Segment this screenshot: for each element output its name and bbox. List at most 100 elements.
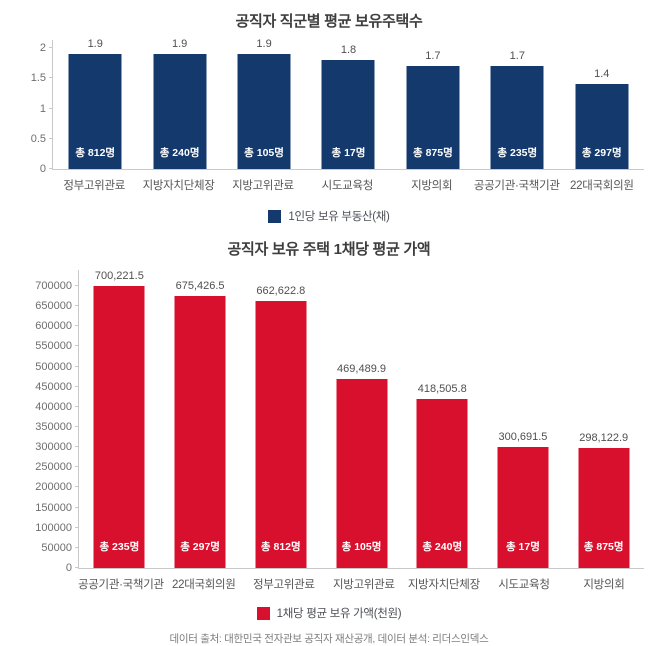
bar-value-label: 1.9 xyxy=(171,38,188,51)
x-axis-category-label: 지방의회 xyxy=(583,579,625,591)
y-tick-mark xyxy=(75,305,79,307)
bar-slot: 418,505.8 총 240명 xyxy=(402,270,483,568)
bar-count-label: 총 812명 xyxy=(260,541,301,553)
bar-count-label: 총 235명 xyxy=(99,541,140,553)
bar[interactable]: 총 235명 xyxy=(93,285,145,568)
bar[interactable]: 총 297명 xyxy=(575,84,629,169)
y-tick-label: 1.5 xyxy=(30,72,46,85)
y-tick-mark xyxy=(49,137,53,139)
bar-slot: 675,426.5 총 297명 xyxy=(160,270,241,568)
y-tick-mark xyxy=(75,546,79,548)
bar-value-label: 1.7 xyxy=(425,50,441,63)
bar-count-label: 총 297명 xyxy=(581,147,622,159)
bar-value-label: 418,505.8 xyxy=(417,383,467,396)
y-tick-mark xyxy=(75,426,79,427)
bar[interactable]: 총 875명 xyxy=(406,66,460,169)
y-tick-mark xyxy=(75,365,79,367)
bar-value-label: 300,691.5 xyxy=(498,430,548,443)
x-axis-category-label: 정부고위관료 xyxy=(252,579,315,591)
avg-price-chart: 공직자 보유 주택 1채당 평균 가액 700,221.5 총 235명 675,4… xyxy=(0,240,658,646)
bar-value-label: 298,122.9 xyxy=(579,431,629,444)
legend-swatch-icon xyxy=(256,606,270,620)
legend-label: 1채당 평균 보유 가액(천원) xyxy=(276,608,402,620)
y-tick-label: 100000 xyxy=(35,521,72,534)
bar-slot: 300,691.5 총 17명 xyxy=(483,270,564,568)
x-axis-category-label: 정부고위관료 xyxy=(63,180,126,192)
x-axis-category-label: 공공기관·국책기관 xyxy=(78,579,164,591)
y-tick-label: 50000 xyxy=(41,541,72,554)
bar[interactable]: 총 17명 xyxy=(497,446,549,568)
x-axis-category-label: 지방고위관료 xyxy=(333,579,395,591)
bar-slot: 1.8 총 17명 xyxy=(306,40,390,169)
y-tick-label: 2 xyxy=(39,42,46,54)
bar-slot: 1.9 총 812명 xyxy=(53,38,137,169)
y-tick-label: 600000 xyxy=(35,320,72,333)
bar-slot: 700,221.5 총 235명 xyxy=(79,270,160,568)
bars-container: 700,221.5 총 235명 675,426.5 총 297명 662,622.8 총… xyxy=(79,270,644,568)
y-tick-mark xyxy=(49,168,53,169)
bar[interactable]: 총 105명 xyxy=(336,378,388,568)
bar-value-label: 700,221.5 xyxy=(94,269,144,282)
bar[interactable]: 총 240명 xyxy=(416,399,468,568)
y-tick-label: 400000 xyxy=(35,400,72,413)
bar-count-label: 총 235명 xyxy=(497,147,538,159)
bar[interactable]: 총 812명 xyxy=(68,54,122,169)
y-tick-mark xyxy=(49,47,53,48)
y-tick-label: 350000 xyxy=(35,421,72,433)
bar[interactable]: 총 235명 xyxy=(490,66,544,169)
bar-count-label: 총 875명 xyxy=(413,147,453,159)
bars-container: 1.9 총 812명 1.9 총 240명 1.9 총 105명 1.8 총 17명 1.7 총 … xyxy=(53,38,644,169)
bar-value-label: 1.8 xyxy=(340,44,357,57)
y-tick-mark xyxy=(75,526,79,528)
y-tick-label: 550000 xyxy=(35,340,72,353)
x-axis-labels: 공공기관·국책기관 22대국회의원 정부고위관료 지방고위관료 지방자치단체장 시도교육청… xyxy=(78,569,644,592)
bar-count-label: 총 105명 xyxy=(244,147,284,159)
bar-count-label: 총 17명 xyxy=(331,147,366,159)
y-tick-mark xyxy=(75,385,79,387)
bar-slot: 298,122.9 총 875명 xyxy=(563,270,644,568)
bar-count-label: 총 240명 xyxy=(422,541,463,553)
bar-count-label: 총 240명 xyxy=(159,147,200,159)
y-tick-label: 0 xyxy=(65,562,72,574)
bar[interactable]: 총 105명 xyxy=(237,54,291,169)
y-tick-label: 450000 xyxy=(35,380,72,393)
x-axis-category-label: 시도교육청 xyxy=(498,579,550,591)
y-tick-label: 300000 xyxy=(35,441,72,454)
bar-value-label: 469,489.9 xyxy=(337,362,386,375)
x-axis-category-label: 지방고위관료 xyxy=(232,180,294,192)
legend-label: 1인당 보유 부동산(채) xyxy=(288,211,390,223)
y-tick-mark xyxy=(75,466,79,468)
x-axis-category-label: 22대국회의원 xyxy=(172,579,236,591)
bar-slot: 1.7 총 875명 xyxy=(391,40,475,169)
x-axis-category-label: 시도교육청 xyxy=(321,180,374,192)
x-axis-category-label: 공공기관·국책기관 xyxy=(473,180,560,192)
y-tick-mark xyxy=(75,345,79,347)
bar[interactable]: 총 17명 xyxy=(321,60,375,169)
x-axis-category-label: 지방자치단체장 xyxy=(407,579,480,591)
bar-value-label: 1.4 xyxy=(594,68,610,81)
bar-count-label: 총 297명 xyxy=(180,541,220,553)
bar-count-label: 총 105명 xyxy=(341,541,382,553)
y-tick-label: 700000 xyxy=(35,280,72,292)
bar-count-label: 총 812명 xyxy=(75,147,116,159)
y-tick-mark xyxy=(75,567,79,568)
bar-slot: 662,622.8 총 812명 xyxy=(240,270,321,568)
bar-value-label: 662,622.8 xyxy=(256,285,306,298)
bar-slot: 1.9 총 105명 xyxy=(222,38,306,169)
x-axis-category-label: 지방자치단체장 xyxy=(142,180,215,192)
y-tick-mark xyxy=(75,325,79,327)
bar[interactable]: 총 297명 xyxy=(174,295,226,568)
bar[interactable]: 총 812명 xyxy=(255,301,307,568)
bar-count-label: 총 17명 xyxy=(505,541,540,553)
y-tick-label: 0.5 xyxy=(30,132,46,145)
bar[interactable]: 총 240명 xyxy=(153,54,207,169)
bar[interactable]: 총 875명 xyxy=(578,447,630,568)
y-tick-label: 0 xyxy=(39,163,46,175)
y-tick-mark xyxy=(75,506,79,508)
x-axis-labels: 정부고위관료 지방자치단체장 지방고위관료 시도교육청 지방의회 공공기관·국책기관 22대… xyxy=(52,170,644,193)
y-tick-mark xyxy=(75,486,79,488)
bar-value-label: 1.7 xyxy=(509,50,525,63)
legend: 1채당 평균 보유 가액(천원) xyxy=(0,605,658,621)
legend-swatch-icon xyxy=(268,209,282,223)
x-axis-category-label: 지방의회 xyxy=(411,180,453,192)
